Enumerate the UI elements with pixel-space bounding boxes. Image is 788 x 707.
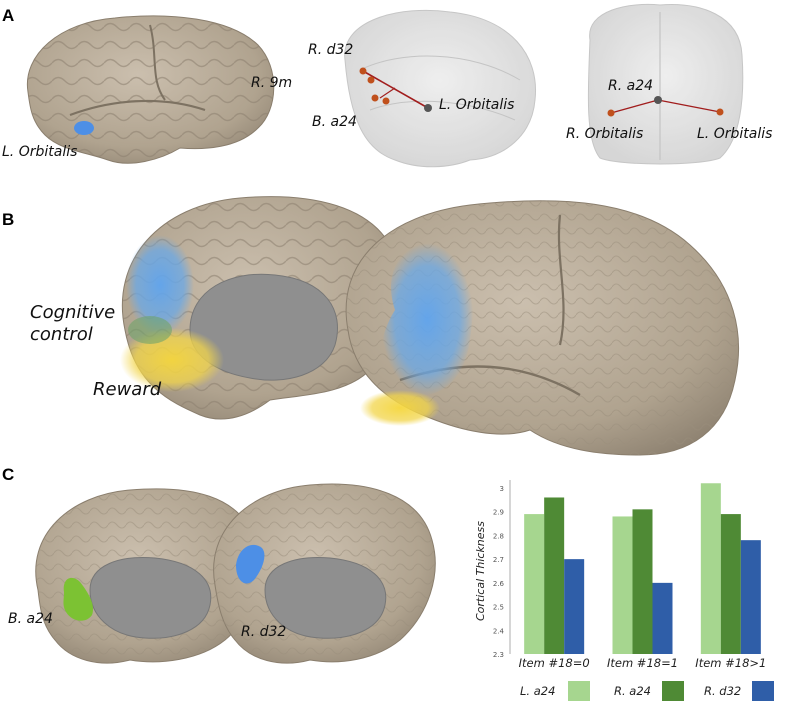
label-r-a24-front: R. a24 [608,78,654,94]
bar-3-1 [564,559,585,654]
label-r-orbitalis-front: R. Orbitalis [566,126,644,142]
panel-b-lateral-brain [345,200,740,456]
panel-c-medial-brain-2 [213,483,436,664]
label-l-orbitalis-side: L. Orbitalis [439,97,515,113]
node-a24-a [371,94,379,102]
panel-a-lateral-brain [26,15,275,164]
x-tick-label: Item #18=1 [607,656,678,670]
y-tick-label: 2.4 [493,627,505,635]
label-r-9m: R. 9m [251,75,293,91]
label-cognitive-control: Cognitive control [30,302,116,345]
panel-a-glass-brain-front [587,3,744,165]
reward-region [120,328,224,392]
y-tick-label: 2.5 [493,604,504,612]
orbitalis-region [74,121,94,135]
panel-a-letter: A [2,6,15,25]
legend-swatch [662,681,684,701]
node-a24-b [382,97,390,105]
bar-2-1 [544,497,565,654]
y-tick-label: 3 [500,485,504,493]
label-r-d32-medial: R. d32 [241,624,287,640]
node-r-a24 [654,96,662,104]
bar-2-2 [632,509,653,654]
x-tick-label: Item #18>1 [695,656,766,670]
node-l-orbitalis [716,108,724,116]
label-l-orbitalis-lateral: L. Orbitalis [2,144,78,160]
bar-1-2 [612,516,633,654]
bar-1-1 [524,514,545,654]
node-d32-b [367,76,375,84]
legend-swatch [752,681,774,701]
panel-c-medial-brain-1 [35,488,261,664]
panel-b-letter: B [2,210,15,229]
label-reward: Reward [93,379,162,400]
bar-1-3 [700,483,721,654]
y-tick-label: 2.7 [493,556,504,564]
d32-region [236,544,265,584]
y-tick-label: 2.3 [493,651,504,659]
label-b-a24-side: B. a24 [312,114,357,130]
legend-label: R. a24 [614,684,651,698]
cognitive-control-region [126,235,194,335]
y-axis-label: Cortical Thickness [474,521,487,621]
y-tick-label: 2.8 [493,532,504,540]
x-tick-label: Item #18=0 [519,656,590,670]
legend-label: L. a24 [520,684,555,698]
legend-swatch [568,681,590,701]
node-d32-a [359,67,367,75]
panel-c-letter: C [2,465,15,484]
y-tick-label: 2.9 [493,509,504,517]
label-l-orbitalis-front: L. Orbitalis [697,126,773,142]
node-r-orbitalis [607,109,615,117]
bar-3-2 [652,582,673,654]
bar-2-3 [720,514,741,654]
node-orbitalis [424,104,432,112]
y-tick-label: 2.6 [493,580,505,588]
panel-b-medial-brain [120,196,402,420]
lateral-control-region [380,243,474,396]
a24-region [63,577,94,621]
label-r-d32-side: R. d32 [308,42,354,58]
legend-label: R. d32 [704,684,741,698]
lateral-reward-region [360,390,440,426]
bar-3-3 [740,540,761,654]
panel-a-glass-brain-side [344,9,537,168]
label-b-a24-medial: B. a24 [8,611,53,627]
